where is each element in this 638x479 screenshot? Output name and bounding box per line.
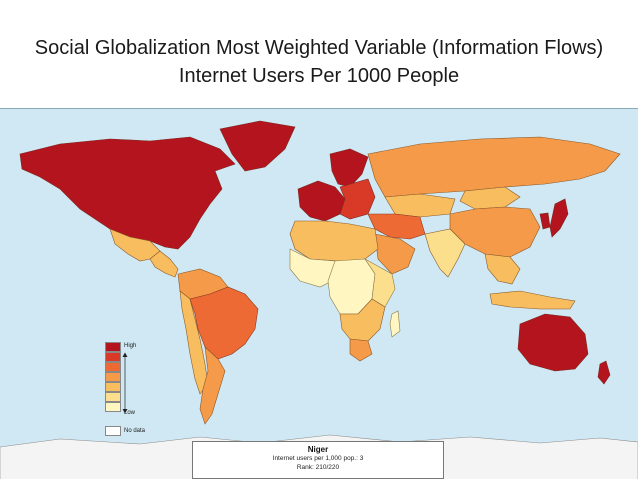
region-scandinavia[interactable] [329, 148, 369, 188]
region-korea[interactable] [539, 212, 551, 230]
region-brazil[interactable] [189, 286, 259, 360]
world-map[interactable]: High Low No data Niger Internet users pe… [0, 108, 638, 479]
slide-title: Social Globalization Most Weighted Varia… [34, 37, 604, 87]
region-japan[interactable] [549, 198, 569, 238]
legend-no-data-swatch [105, 426, 121, 436]
legend-no-data-label: No data [124, 428, 146, 434]
region-india[interactable] [424, 228, 466, 278]
region-greenland[interactable] [219, 120, 296, 172]
region-arabia[interactable] [374, 233, 416, 275]
region-middle-east[interactable] [367, 213, 426, 240]
region-china[interactable] [449, 206, 541, 258]
region-indonesia[interactable] [489, 290, 576, 310]
legend-high-label: High [124, 343, 137, 349]
region-southern-africa[interactable] [339, 298, 386, 342]
region-new-zealand[interactable] [597, 360, 611, 385]
region-north-africa[interactable] [289, 220, 379, 262]
map-legend: High Low No data [105, 342, 185, 467]
legend-swatch-3 [105, 372, 121, 382]
world-map-canvas [0, 120, 638, 479]
region-southeast-asia[interactable] [484, 253, 521, 285]
region-argentina[interactable] [199, 346, 226, 425]
region-mongolia[interactable] [459, 186, 521, 210]
legend-swatch-4 [105, 382, 121, 392]
info-country-name: Niger [307, 445, 329, 454]
region-kazakhstan[interactable] [384, 193, 456, 218]
legend-swatch-2 [105, 362, 121, 372]
region-central-america[interactable] [149, 250, 179, 278]
legend-swatch-5 [105, 392, 121, 402]
legend-swatch-1 [105, 352, 121, 362]
legend-swatch-0 [105, 342, 121, 352]
country-info-box: Niger Internet users per 1,000 pop.: 3 R… [192, 441, 444, 479]
legend-low-label: Low [124, 410, 136, 416]
region-europe-east[interactable] [339, 178, 376, 220]
legend-range-arrow-icon [122, 352, 128, 414]
region-south-africa[interactable] [349, 338, 373, 362]
region-madagascar[interactable] [389, 310, 401, 338]
region-australia[interactable] [517, 313, 589, 372]
info-rank-line: Rank: 210/220 [296, 464, 340, 471]
legend-swatch-6 [105, 402, 121, 412]
region-north-america[interactable] [19, 136, 236, 250]
region-europe-west[interactable] [297, 180, 346, 222]
info-metric-line: Internet users per 1,000 pop.: 3 [272, 455, 364, 462]
